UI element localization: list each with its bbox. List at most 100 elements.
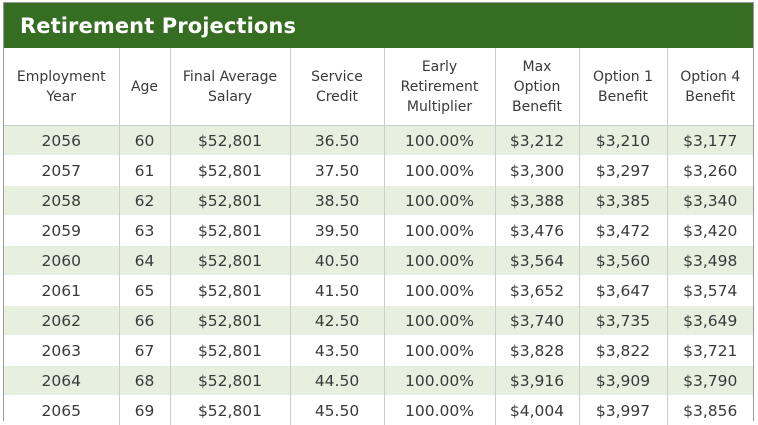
cell-option-4-benefit: $3,177	[667, 126, 753, 156]
cell-service-credit: 38.50	[290, 186, 384, 216]
cell-final-average-salary: $52,801	[170, 156, 290, 186]
cell-option-4-benefit: $3,790	[667, 366, 753, 396]
cell-option-1-benefit: $3,647	[579, 276, 667, 306]
table-header-row: Employment Year Age Final Average Salary…	[4, 48, 753, 126]
cell-service-credit: 44.50	[290, 366, 384, 396]
cell-service-credit: 43.50	[290, 336, 384, 366]
cell-age: 65	[119, 276, 170, 306]
table-row: 2065 69 $52,801 45.50 100.00% $4,004 $3,…	[4, 396, 753, 425]
retirement-projections-card: Retirement Projections Employment Year A…	[3, 2, 754, 421]
cell-age: 66	[119, 306, 170, 336]
cell-early-retirement-multiplier: 100.00%	[384, 396, 495, 425]
cell-option-1-benefit: $3,210	[579, 126, 667, 156]
table-row: 2059 63 $52,801 39.50 100.00% $3,476 $3,…	[4, 216, 753, 246]
cell-employment-year: 2063	[4, 336, 119, 366]
cell-option-4-benefit: $3,420	[667, 216, 753, 246]
cell-employment-year: 2060	[4, 246, 119, 276]
cell-early-retirement-multiplier: 100.00%	[384, 306, 495, 336]
cell-early-retirement-multiplier: 100.00%	[384, 366, 495, 396]
cell-early-retirement-multiplier: 100.00%	[384, 216, 495, 246]
cell-age: 64	[119, 246, 170, 276]
table-row: 2061 65 $52,801 41.50 100.00% $3,652 $3,…	[4, 276, 753, 306]
cell-option-4-benefit: $3,649	[667, 306, 753, 336]
cell-option-1-benefit: $3,560	[579, 246, 667, 276]
cell-age: 61	[119, 156, 170, 186]
table-row: 2060 64 $52,801 40.50 100.00% $3,564 $3,…	[4, 246, 753, 276]
cell-service-credit: 39.50	[290, 216, 384, 246]
cell-option-1-benefit: $3,297	[579, 156, 667, 186]
cell-max-option-benefit: $3,828	[495, 336, 579, 366]
cell-employment-year: 2061	[4, 276, 119, 306]
projections-table: Employment Year Age Final Average Salary…	[4, 48, 753, 425]
column-header-final-average-salary: Final Average Salary	[170, 48, 290, 126]
cell-final-average-salary: $52,801	[170, 216, 290, 246]
cell-early-retirement-multiplier: 100.00%	[384, 276, 495, 306]
column-header-employment-year: Employment Year	[4, 48, 119, 126]
cell-early-retirement-multiplier: 100.00%	[384, 186, 495, 216]
cell-early-retirement-multiplier: 100.00%	[384, 246, 495, 276]
cell-max-option-benefit: $3,388	[495, 186, 579, 216]
cell-option-1-benefit: $3,735	[579, 306, 667, 336]
cell-final-average-salary: $52,801	[170, 306, 290, 336]
cell-early-retirement-multiplier: 100.00%	[384, 126, 495, 156]
column-header-early-retirement-multiplier: Early Retirement Multiplier	[384, 48, 495, 126]
cell-option-4-benefit: $3,574	[667, 276, 753, 306]
cell-final-average-salary: $52,801	[170, 276, 290, 306]
cell-employment-year: 2064	[4, 366, 119, 396]
cell-option-4-benefit: $3,498	[667, 246, 753, 276]
column-header-option-1-benefit: Option 1 Benefit	[579, 48, 667, 126]
cell-final-average-salary: $52,801	[170, 336, 290, 366]
table-row: 2062 66 $52,801 42.50 100.00% $3,740 $3,…	[4, 306, 753, 336]
cell-max-option-benefit: $3,740	[495, 306, 579, 336]
column-header-option-4-benefit: Option 4 Benefit	[667, 48, 753, 126]
cell-employment-year: 2059	[4, 216, 119, 246]
column-header-service-credit: Service Credit	[290, 48, 384, 126]
cell-service-credit: 41.50	[290, 276, 384, 306]
cell-employment-year: 2058	[4, 186, 119, 216]
cell-max-option-benefit: $4,004	[495, 396, 579, 425]
column-header-max-option-benefit: Max Option Benefit	[495, 48, 579, 126]
cell-option-1-benefit: $3,909	[579, 366, 667, 396]
cell-final-average-salary: $52,801	[170, 396, 290, 425]
cell-max-option-benefit: $3,476	[495, 216, 579, 246]
column-header-age: Age	[119, 48, 170, 126]
cell-age: 69	[119, 396, 170, 425]
cell-max-option-benefit: $3,212	[495, 126, 579, 156]
cell-age: 62	[119, 186, 170, 216]
cell-employment-year: 2057	[4, 156, 119, 186]
cell-final-average-salary: $52,801	[170, 246, 290, 276]
cell-employment-year: 2065	[4, 396, 119, 425]
cell-early-retirement-multiplier: 100.00%	[384, 336, 495, 366]
cell-max-option-benefit: $3,652	[495, 276, 579, 306]
table-row: 2064 68 $52,801 44.50 100.00% $3,916 $3,…	[4, 366, 753, 396]
table-row: 2057 61 $52,801 37.50 100.00% $3,300 $3,…	[4, 156, 753, 186]
cell-age: 68	[119, 366, 170, 396]
cell-employment-year: 2056	[4, 126, 119, 156]
cell-option-4-benefit: $3,856	[667, 396, 753, 425]
cell-max-option-benefit: $3,916	[495, 366, 579, 396]
cell-service-credit: 36.50	[290, 126, 384, 156]
cell-age: 67	[119, 336, 170, 366]
cell-option-1-benefit: $3,997	[579, 396, 667, 425]
cell-option-1-benefit: $3,472	[579, 216, 667, 246]
page-title: Retirement Projections	[20, 14, 296, 38]
cell-age: 63	[119, 216, 170, 246]
cell-final-average-salary: $52,801	[170, 366, 290, 396]
cell-service-credit: 42.50	[290, 306, 384, 336]
cell-service-credit: 37.50	[290, 156, 384, 186]
cell-service-credit: 45.50	[290, 396, 384, 425]
cell-service-credit: 40.50	[290, 246, 384, 276]
cell-option-4-benefit: $3,340	[667, 186, 753, 216]
cell-option-1-benefit: $3,385	[579, 186, 667, 216]
cell-max-option-benefit: $3,564	[495, 246, 579, 276]
cell-option-4-benefit: $3,721	[667, 336, 753, 366]
title-bar: Retirement Projections	[4, 3, 753, 48]
cell-employment-year: 2062	[4, 306, 119, 336]
cell-early-retirement-multiplier: 100.00%	[384, 156, 495, 186]
table-row: 2058 62 $52,801 38.50 100.00% $3,388 $3,…	[4, 186, 753, 216]
cell-final-average-salary: $52,801	[170, 186, 290, 216]
cell-option-4-benefit: $3,260	[667, 156, 753, 186]
cell-option-1-benefit: $3,822	[579, 336, 667, 366]
cell-max-option-benefit: $3,300	[495, 156, 579, 186]
cell-age: 60	[119, 126, 170, 156]
